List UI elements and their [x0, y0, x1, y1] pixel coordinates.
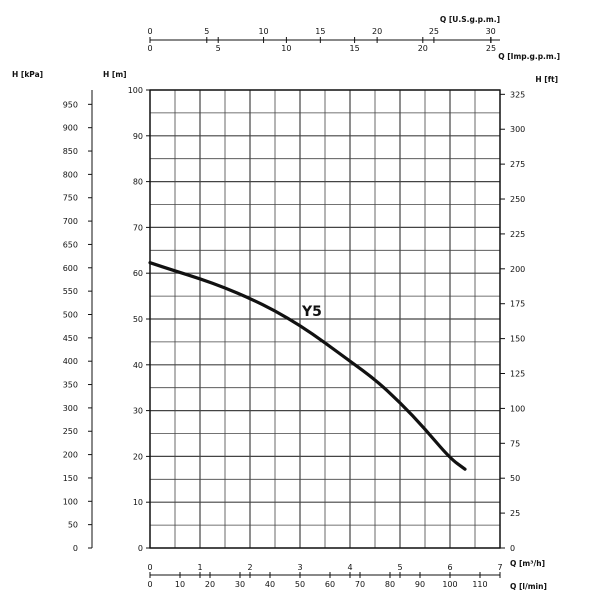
tick-label-h-ft: 200 — [510, 265, 525, 274]
axis-label-q-m3h: Q [m³/h] — [510, 559, 545, 568]
tick-label-q-m3h: 0 — [147, 563, 152, 572]
tick-label-q-m3h: 7 — [497, 563, 502, 572]
tick-label-h-ft: 150 — [510, 335, 525, 344]
tick-label-q-impgpm: 15 — [350, 44, 360, 53]
tick-label-q-m3h: 3 — [297, 563, 302, 572]
tick-label-q-lmin: 100 — [442, 580, 457, 589]
tick-label-h-kpa: 250 — [63, 427, 78, 436]
tick-label-h-kpa: 300 — [63, 404, 78, 413]
tick-label-q-lmin: 0 — [147, 580, 152, 589]
tick-label-h-kpa: 850 — [63, 147, 78, 156]
axes: 0102030405060708090100050100150200250300… — [63, 27, 526, 589]
tick-label-q-lmin: 110 — [472, 580, 487, 589]
tick-label-q-usgpm: 5 — [204, 27, 209, 36]
tick-label-h-ft: 175 — [510, 300, 525, 309]
tick-label-h-m: 60 — [133, 269, 143, 278]
tick-label-h-m: 40 — [133, 361, 143, 370]
tick-label-h-kpa: 50 — [68, 521, 78, 530]
tick-label-h-kpa: 500 — [63, 310, 78, 319]
tick-label-h-ft: 300 — [510, 125, 525, 134]
tick-label-q-usgpm: 20 — [372, 27, 382, 36]
axis-label-q-lmin: Q [l/min] — [510, 582, 547, 591]
tick-label-h-ft: 275 — [510, 160, 525, 169]
grid — [149, 89, 501, 549]
tick-label-h-m: 0 — [138, 544, 143, 553]
tick-label-q-m3h: 1 — [197, 563, 202, 572]
tick-label-h-m: 100 — [128, 86, 143, 95]
tick-label-q-lmin: 60 — [325, 580, 335, 589]
tick-label-q-m3h: 2 — [247, 563, 252, 572]
tick-label-h-kpa: 550 — [63, 287, 78, 296]
tick-label-q-impgpm: 20 — [418, 44, 428, 53]
tick-label-q-impgpm: 10 — [281, 44, 291, 53]
tick-label-h-kpa: 350 — [63, 381, 78, 390]
tick-label-q-lmin: 20 — [205, 580, 215, 589]
tick-label-q-lmin: 90 — [415, 580, 425, 589]
tick-label-h-kpa: 0 — [73, 544, 78, 553]
tick-label-h-kpa: 100 — [63, 497, 78, 506]
tick-label-q-lmin: 50 — [295, 580, 305, 589]
tick-label-h-kpa: 650 — [63, 240, 78, 249]
tick-label-h-ft: 250 — [510, 195, 525, 204]
tick-label-h-m: 80 — [133, 178, 143, 187]
axis-label-h-m: H [m] — [103, 70, 127, 79]
tick-label-h-kpa: 900 — [63, 124, 78, 133]
tick-label-h-ft: 50 — [510, 474, 520, 483]
tick-label-q-usgpm: 30 — [486, 27, 496, 36]
tick-label-h-m: 10 — [133, 498, 143, 507]
tick-label-q-impgpm: 25 — [486, 44, 496, 53]
tick-label-h-kpa: 750 — [63, 194, 78, 203]
tick-label-h-kpa: 700 — [63, 217, 78, 226]
axis-label-q-usgpm: Q [U.S.g.p.m.] — [440, 15, 500, 24]
tick-label-h-ft: 0 — [510, 544, 515, 553]
tick-label-q-impgpm: 0 — [147, 44, 152, 53]
tick-label-q-usgpm: 25 — [429, 27, 439, 36]
tick-label-q-lmin: 10 — [175, 580, 185, 589]
tick-label-q-impgpm: 5 — [216, 44, 221, 53]
series-label-y5: Y5 — [301, 304, 322, 320]
tick-label-h-ft: 75 — [510, 439, 520, 448]
tick-label-h-kpa: 400 — [63, 357, 78, 366]
tick-label-h-m: 50 — [133, 315, 143, 324]
tick-label-h-kpa: 150 — [63, 474, 78, 483]
axis-label-h-kpa: H [kPa] — [12, 70, 43, 79]
tick-label-h-m: 70 — [133, 223, 143, 232]
tick-label-q-usgpm: 15 — [315, 27, 325, 36]
tick-label-h-kpa: 200 — [63, 451, 78, 460]
axis-label-h-ft: H [ft] — [535, 75, 558, 84]
tick-label-h-kpa: 450 — [63, 334, 78, 343]
tick-label-h-ft: 225 — [510, 230, 525, 239]
tick-label-h-ft: 25 — [510, 509, 520, 518]
tick-label-q-usgpm: 0 — [147, 27, 152, 36]
curves — [148, 261, 467, 471]
tick-label-h-ft: 125 — [510, 370, 525, 379]
tick-label-h-kpa: 800 — [63, 170, 78, 179]
axis-label-q-impgpm: Q [Imp.g.p.m.] — [498, 52, 560, 61]
tick-label-q-lmin: 40 — [265, 580, 275, 589]
tick-label-q-lmin: 80 — [385, 580, 395, 589]
tick-label-h-kpa: 600 — [63, 264, 78, 273]
tick-label-q-lmin: 70 — [355, 580, 365, 589]
tick-label-h-ft: 325 — [510, 90, 525, 99]
tick-label-q-usgpm: 10 — [258, 27, 268, 36]
series-line-y5 — [148, 261, 467, 471]
tick-label-h-m: 20 — [133, 452, 143, 461]
tick-label-q-lmin: 30 — [235, 580, 245, 589]
tick-label-h-kpa: 950 — [63, 100, 78, 109]
tick-label-h-ft: 100 — [510, 404, 525, 413]
tick-label-h-m: 30 — [133, 407, 143, 416]
tick-label-q-m3h: 6 — [447, 563, 452, 572]
tick-label-h-m: 90 — [133, 132, 143, 141]
tick-label-q-m3h: 4 — [347, 563, 352, 572]
tick-label-q-m3h: 5 — [397, 563, 402, 572]
